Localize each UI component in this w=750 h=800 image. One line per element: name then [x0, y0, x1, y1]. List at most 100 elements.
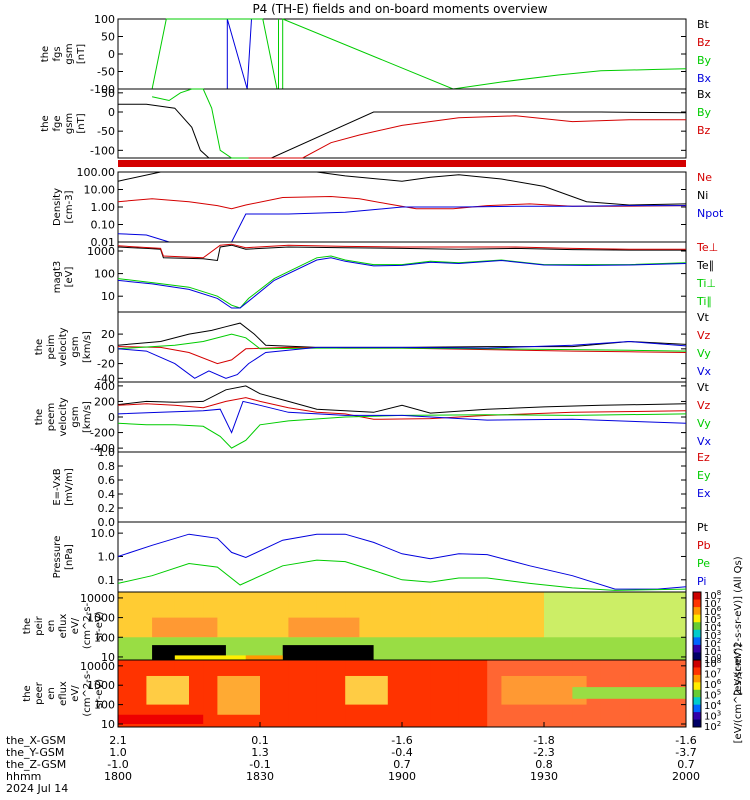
- y-axis-label-line: the: [34, 409, 45, 425]
- y-axis-label-line: [cm-3]: [64, 190, 75, 223]
- y-axis-label-line: fge: [52, 115, 63, 131]
- y-axis-label-line: sr-eV): [94, 611, 105, 640]
- colorbar-cell: [693, 652, 701, 661]
- spectrogram-cell: [345, 675, 388, 705]
- legend-entry: Pi: [697, 575, 706, 588]
- legend-entry: Bz: [697, 124, 711, 137]
- spectrogram-cell: [260, 660, 289, 727]
- y-tick-label: -200: [90, 427, 115, 440]
- y-axis-label-line: gsm: [64, 113, 75, 134]
- y-tick-label: 1.0: [98, 550, 116, 563]
- spectrogram-cell: [572, 687, 686, 699]
- y-axis-label-line: [nPa]: [64, 544, 75, 570]
- series-line-Bx: [118, 103, 687, 159]
- x-row-value: -1.0: [107, 758, 128, 771]
- x-row-value: 1830: [246, 770, 274, 783]
- legend-entry: Ni: [697, 189, 708, 202]
- y-tick-label: 0: [108, 48, 115, 61]
- y-axis-label-line: the: [22, 618, 33, 634]
- legend-entry: Ex: [697, 487, 711, 500]
- y-tick-label: 0.10: [91, 219, 116, 232]
- y-axis-label-efield: E=-VxB [mV/m]: [52, 468, 75, 506]
- y-tick-label: 0.2: [98, 502, 116, 515]
- y-tick-label: 1.0: [98, 446, 116, 459]
- series-line-Bx: [226, 18, 252, 90]
- series-line-Te: [117, 244, 686, 262]
- colorbar-cell: [693, 689, 701, 698]
- series-line-Ne: [117, 195, 687, 210]
- legend-entry: Bt: [697, 18, 710, 31]
- spectrogram-cell: [146, 675, 189, 705]
- x-row-value: 2000: [672, 770, 700, 783]
- y-tick-label: 100: [94, 631, 115, 644]
- legend-entry: Vt: [697, 381, 710, 394]
- y-ticks-density: 100.00 10.00 1.00 0.10 0.01: [77, 166, 686, 249]
- y-tick-label: -50: [97, 125, 115, 138]
- y-axis-label-line: velocity: [58, 327, 69, 366]
- spectrogram-cell: [217, 675, 260, 715]
- y-tick-label: 0: [108, 106, 115, 119]
- x-row-value: -2.3: [533, 746, 554, 759]
- spectrogram-cell: [288, 660, 318, 727]
- x-row-label: the_Z-GSM: [6, 758, 66, 771]
- series-line-By: [151, 18, 687, 90]
- y-axis-label-magt3: magt3 [eV]: [52, 261, 75, 294]
- panel-pressure: 10.0 1.0 0.1 Pressure [nPa] Pt Pb Pe Pi: [52, 521, 711, 593]
- y-axis-label-line: peem: [46, 403, 57, 431]
- spectrogram-cell: [118, 714, 204, 724]
- y-tick-label: 20: [101, 328, 115, 341]
- y-axis-label-line: E=-VxB: [52, 468, 63, 505]
- y-tick-label: 100: [94, 699, 115, 712]
- x-row-value: 2.1: [109, 734, 127, 747]
- legend-entry: Ti⊥: [696, 277, 716, 290]
- legend-entry: By: [697, 54, 712, 67]
- colorbar-cell: [693, 599, 701, 608]
- colorbar-cell: [693, 674, 701, 683]
- series-line-Pe: [117, 559, 687, 591]
- y-tick-label: 1000: [87, 612, 115, 625]
- colorbar-cell: [693, 719, 701, 728]
- legend-entry: Ey: [697, 469, 711, 482]
- spectrogram-cell: [316, 660, 346, 727]
- legend-entry: Npot: [697, 207, 724, 220]
- legend-pressure: Pt Pb Pe Pi: [697, 521, 711, 588]
- legend-entry: Te∥: [696, 259, 714, 272]
- legend-entry: Vx: [697, 365, 712, 378]
- legend-entry: Vz: [697, 329, 711, 342]
- y-axis-label-line: Density: [52, 188, 63, 226]
- spectrogram-cell: [152, 617, 218, 638]
- y-axis-label-line: peim: [46, 334, 57, 359]
- y-tick-label: -400: [90, 442, 115, 455]
- x-row-value: 1.0: [109, 746, 127, 759]
- x-row-value: 1900: [388, 770, 416, 783]
- colorbar-cell: [693, 637, 701, 646]
- series-line-Vz: [117, 397, 687, 420]
- y-axis-label-line: eV/: [70, 617, 81, 634]
- colorbar-cell: [693, 712, 701, 721]
- series-line-Vy: [117, 413, 687, 449]
- y-axis-label-density: Density [cm-3]: [52, 188, 75, 226]
- y-axis-label-line: (cm^2-s-: [82, 602, 93, 649]
- y-tick-label: 1.00: [91, 201, 116, 214]
- y-axis-label-line: [nT]: [76, 113, 87, 133]
- y-tick-label: 10000: [80, 660, 115, 673]
- colorbar-cell: [693, 660, 701, 668]
- panel-fgs: 100 50 0 -50 -100 the fgs gsm [nT] Bt Bz By Bx: [40, 13, 712, 96]
- y-ticks-peem: 400 200 0 -200 -400: [90, 380, 686, 455]
- panel-magt3: 1000 100 10 magt3 [eV] Te⊥ Te∥ Ti⊥ Ti∥: [52, 241, 718, 313]
- y-axis-label-line: [km/s]: [82, 401, 93, 433]
- y-tick-label: 10.0: [91, 527, 116, 540]
- legend-efield: Ez Ey Ex: [697, 451, 711, 500]
- x-row-value: 1930: [530, 770, 558, 783]
- legend-entry: Vt: [697, 311, 710, 324]
- y-tick-label: 0.01: [91, 236, 116, 249]
- y-axis-label-peir: the peir en eflux eV/(cm^2-s-sr-eV): [22, 602, 105, 649]
- y-tick-label: 0.0: [98, 516, 116, 529]
- y-tick-label: 0.6: [98, 474, 116, 487]
- y-axis-label-line: the: [40, 46, 51, 62]
